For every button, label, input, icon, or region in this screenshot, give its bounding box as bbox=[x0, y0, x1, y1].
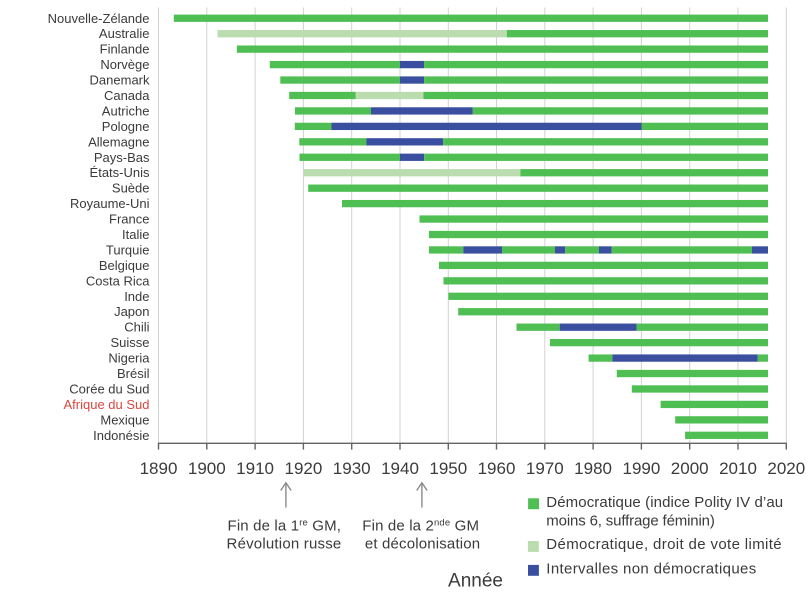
svg-text:et décolonisation: et décolonisation bbox=[365, 536, 480, 553]
svg-text:Belgique: Belgique bbox=[99, 258, 150, 273]
svg-text:Italie: Italie bbox=[122, 227, 149, 242]
svg-text:Inde: Inde bbox=[124, 289, 149, 304]
svg-text:Chili: Chili bbox=[124, 320, 149, 335]
svg-text:2010: 2010 bbox=[719, 459, 757, 478]
svg-text:Révolution russe: Révolution russe bbox=[227, 536, 342, 553]
svg-text:Démocratique (indice Polity IV: Démocratique (indice Polity IV d’au bbox=[546, 494, 783, 511]
svg-text:2020: 2020 bbox=[767, 459, 805, 478]
svg-text:Suisse: Suisse bbox=[110, 335, 149, 350]
svg-text:Canada: Canada bbox=[104, 88, 150, 103]
svg-text:Royaume-Uni: Royaume-Uni bbox=[70, 196, 150, 211]
svg-text:Suède: Suède bbox=[112, 181, 150, 196]
svg-text:Nigeria: Nigeria bbox=[108, 351, 150, 366]
svg-text:1920: 1920 bbox=[284, 459, 322, 478]
svg-text:2000: 2000 bbox=[671, 459, 709, 478]
svg-text:Australie: Australie bbox=[99, 26, 150, 41]
svg-text:1940: 1940 bbox=[381, 459, 419, 478]
svg-text:Indonésie: Indonésie bbox=[93, 428, 149, 443]
svg-text:Afrique du Sud: Afrique du Sud bbox=[63, 397, 149, 412]
svg-text:Turquie: Turquie bbox=[106, 243, 150, 258]
svg-text:Année: Année bbox=[448, 571, 503, 592]
svg-text:Japon: Japon bbox=[114, 304, 149, 319]
svg-text:Allemagne: Allemagne bbox=[88, 134, 149, 149]
svg-text:Démocratique, droit de vote li: Démocratique, droit de vote limité bbox=[546, 536, 782, 553]
svg-text:Autriche: Autriche bbox=[102, 103, 150, 118]
svg-text:France: France bbox=[109, 212, 149, 227]
svg-text:Nouvelle-Zélande: Nouvelle-Zélande bbox=[48, 11, 150, 26]
svg-text:Fin de la 1re GM,: Fin de la 1re GM, bbox=[228, 517, 342, 534]
svg-text:1930: 1930 bbox=[333, 459, 371, 478]
svg-text:1950: 1950 bbox=[429, 459, 467, 478]
svg-text:Finlande: Finlande bbox=[100, 42, 150, 57]
svg-text:Mexique: Mexique bbox=[100, 412, 149, 427]
svg-text:Danemark: Danemark bbox=[90, 73, 150, 88]
svg-text:1970: 1970 bbox=[526, 459, 564, 478]
svg-text:Pays-Bas: Pays-Bas bbox=[94, 150, 150, 165]
svg-text:Norvège: Norvège bbox=[100, 57, 149, 72]
svg-text:1990: 1990 bbox=[622, 459, 660, 478]
svg-text:Fin de la 2nde GM: Fin de la 2nde GM bbox=[362, 517, 479, 534]
svg-text:Corée du Sud: Corée du Sud bbox=[69, 382, 149, 397]
svg-text:1980: 1980 bbox=[574, 459, 612, 478]
svg-text:1890: 1890 bbox=[140, 459, 178, 478]
svg-text:Pologne: Pologne bbox=[102, 119, 150, 134]
svg-text:1910: 1910 bbox=[236, 459, 274, 478]
svg-text:Intervalles non démocratiques: Intervalles non démocratiques bbox=[546, 560, 756, 577]
svg-text:1900: 1900 bbox=[188, 459, 226, 478]
svg-text:Brésil: Brésil bbox=[117, 366, 150, 381]
svg-text:moins 6, suffrage féminin): moins 6, suffrage féminin) bbox=[546, 513, 715, 530]
svg-text:1960: 1960 bbox=[478, 459, 516, 478]
svg-text:États-Unis: États-Unis bbox=[90, 165, 150, 180]
svg-text:Costa Rica: Costa Rica bbox=[86, 273, 150, 288]
